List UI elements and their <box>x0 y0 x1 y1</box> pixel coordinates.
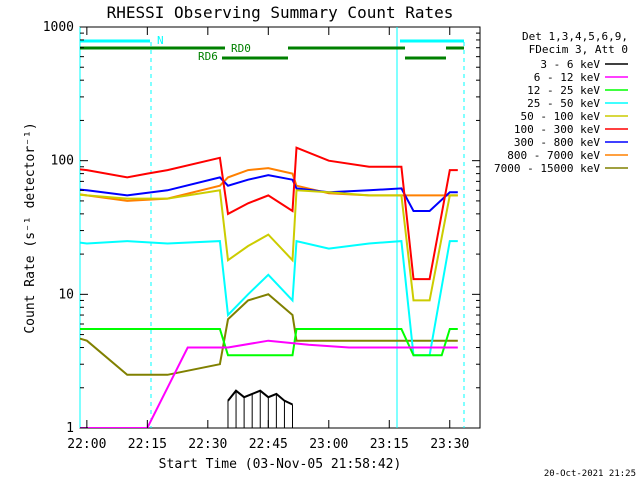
legend-label: 6 - 12 keV <box>534 71 601 84</box>
legend-header: FDecim 3, Att 0 <box>529 43 628 56</box>
state-bar-label: N <box>157 34 164 47</box>
x-tick-label: 22:15 <box>128 437 167 452</box>
series-line-3-6keV <box>227 389 293 406</box>
chart-title: RHESSI Observing Summary Count Rates <box>107 3 454 22</box>
series-line-50-100keV <box>80 189 458 302</box>
legend-label: 7000 - 15000 keV <box>494 162 600 175</box>
x-axis: 22:00 22:15 22:30 22:45 23:00 23:15 23:30 <box>67 27 469 452</box>
legend-label: 12 - 25 keV <box>527 84 600 97</box>
legend-label: 300 - 800 keV <box>514 136 600 149</box>
x-tick-label: 22:00 <box>67 437 106 452</box>
y-tick-label: 1 <box>66 421 74 436</box>
series-line-6-12keV <box>80 339 458 428</box>
series-line-100-300keV <box>80 146 458 281</box>
x-tick-label: 22:30 <box>188 437 227 452</box>
legend-label: 800 - 7000 keV <box>507 149 600 162</box>
legend-label: 25 - 50 keV <box>527 97 600 110</box>
x-tick-label: 23:15 <box>370 437 409 452</box>
x-tick-label: 23:30 <box>430 437 469 452</box>
state-bar-label: RD6 <box>198 50 218 63</box>
state-bar-label: RD0 <box>231 42 251 55</box>
series-line-25-50keV <box>80 239 458 357</box>
legend-label: 3 - 6 keV <box>540 58 600 71</box>
series-line-300-800keV <box>80 174 458 212</box>
y-tick-label: 1000 <box>43 20 74 35</box>
legend-label: 100 - 300 keV <box>514 123 600 136</box>
series-line-7000-15000keV <box>80 293 458 376</box>
legend: Det 1,3,4,5,6,9,FDecim 3, Att 0 3 - 6 keV… <box>494 30 628 175</box>
plot-area: N RD0 RD6 <box>79 26 481 429</box>
x-axis-label: Start Time (03-Nov-05 21:58:42) <box>159 457 402 472</box>
series-line-12-25keV <box>80 328 458 357</box>
y-tick-label: 10 <box>58 287 74 302</box>
y-axis: 1 10 100 1000 <box>43 20 480 436</box>
legend-label: 50 - 100 keV <box>521 110 601 123</box>
y-axis-label: Count Rate (s⁻¹ detector⁻¹) <box>23 122 38 333</box>
y-tick-label: 100 <box>51 154 74 169</box>
plot-frame <box>79 26 481 429</box>
legend-header: Det 1,3,4,5,6,9, <box>522 30 628 43</box>
footer-date: 20-Oct-2021 21:25 <box>544 469 636 479</box>
x-tick-label: 23:00 <box>309 437 348 452</box>
x-tick-label: 22:45 <box>249 437 288 452</box>
